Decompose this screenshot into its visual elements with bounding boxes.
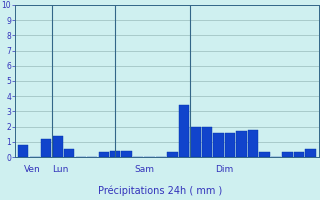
- Text: Ven: Ven: [24, 165, 41, 174]
- Bar: [305, 149, 316, 157]
- Bar: [213, 133, 224, 157]
- Bar: [52, 136, 63, 157]
- Bar: [225, 133, 235, 157]
- Text: Lun: Lun: [52, 165, 68, 174]
- Bar: [236, 131, 247, 157]
- Bar: [248, 130, 258, 157]
- Text: Précipitations 24h ( mm ): Précipitations 24h ( mm ): [98, 186, 222, 196]
- Bar: [122, 151, 132, 157]
- Bar: [179, 105, 189, 157]
- Bar: [260, 152, 270, 157]
- Bar: [202, 127, 212, 157]
- Bar: [190, 127, 201, 157]
- Bar: [41, 139, 52, 157]
- Bar: [110, 151, 120, 157]
- Text: Dim: Dim: [215, 165, 234, 174]
- Bar: [294, 152, 304, 157]
- Text: Sam: Sam: [134, 165, 154, 174]
- Bar: [167, 152, 178, 157]
- Bar: [18, 145, 28, 157]
- Bar: [283, 152, 293, 157]
- Bar: [99, 152, 109, 157]
- Bar: [64, 149, 74, 157]
